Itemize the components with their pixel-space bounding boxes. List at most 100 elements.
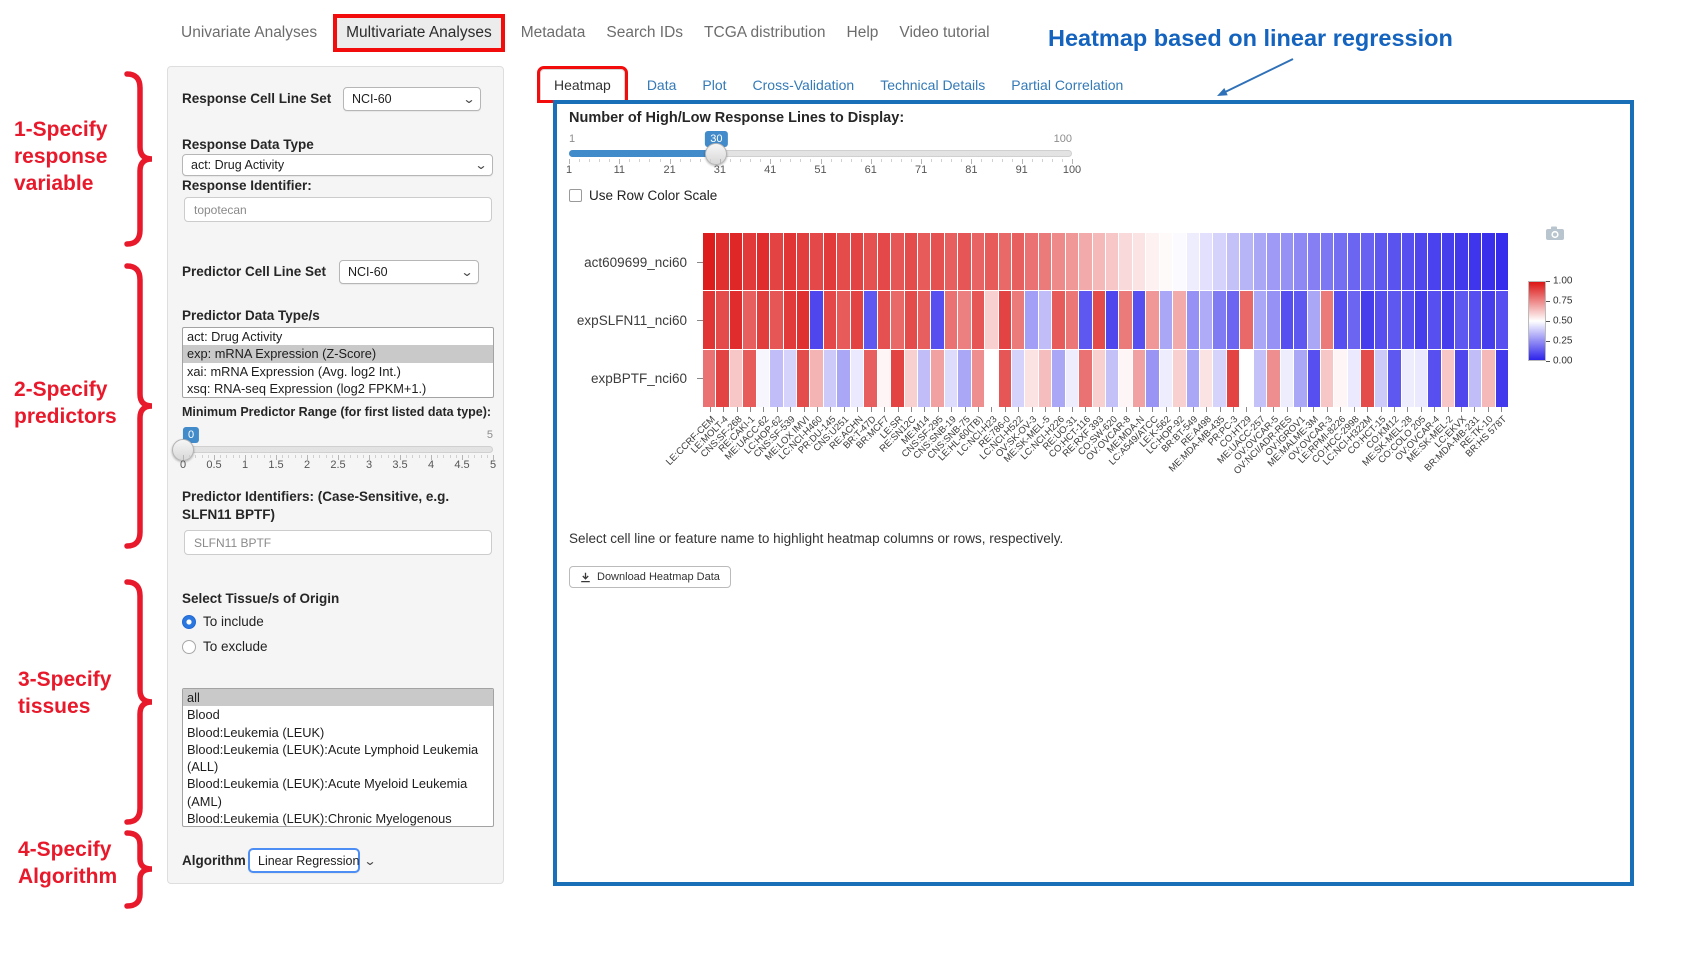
heatmap-cell[interactable]: [1441, 291, 1455, 349]
heatmap-cell[interactable]: [1495, 233, 1508, 291]
heatmap-cell[interactable]: [877, 291, 891, 349]
heatmap-cell[interactable]: [958, 349, 971, 407]
heatmap-cell[interactable]: [1226, 233, 1240, 291]
algorithm-select[interactable]: Linear Regression ⌄: [248, 848, 377, 873]
heatmap-cell[interactable]: [1106, 233, 1119, 291]
heatmap-cell[interactable]: [1011, 349, 1025, 407]
heatmap-cell[interactable]: [1441, 233, 1455, 291]
heatmap-cell[interactable]: [1173, 349, 1186, 407]
heatmap-cell[interactable]: [797, 233, 810, 291]
heatmap-cell[interactable]: [1213, 233, 1226, 291]
nav-item-video-tutorial[interactable]: Video tutorial: [899, 24, 990, 41]
download-heatmap-data-button[interactable]: Download Heatmap Data: [569, 566, 731, 588]
heatmap-cell[interactable]: [810, 349, 823, 407]
heatmap-cell[interactable]: [1200, 349, 1213, 407]
tissue-include-radio[interactable]: To include: [182, 614, 264, 629]
heatmap-cell[interactable]: [1146, 291, 1159, 349]
heatmap-cell[interactable]: [904, 349, 917, 407]
tissue-option[interactable]: Blood:Leukemia (LEUK):Acute Lymphoid Leu…: [187, 741, 479, 775]
heatmap-cell[interactable]: [729, 291, 743, 349]
heatmap-cell[interactable]: [1468, 349, 1482, 407]
heatmap-cell[interactable]: [837, 233, 850, 291]
heatmap-cell[interactable]: [1482, 233, 1495, 291]
heatmap-cell[interactable]: [823, 291, 837, 349]
predictor-data-type-option[interactable]: exp: mRNA Expression (Z-Score): [183, 345, 493, 363]
heatmap-cell[interactable]: [1011, 291, 1025, 349]
heatmap-cell[interactable]: [1267, 291, 1280, 349]
tissue-option[interactable]: Blood: [187, 707, 220, 723]
predictor-data-types-listbox[interactable]: act: Drug Activity exp: mRNA Expression (…: [182, 327, 494, 398]
heatmap-cell[interactable]: [877, 233, 891, 291]
heatmap-cell[interactable]: [1468, 233, 1482, 291]
heatmap-cell[interactable]: [756, 233, 770, 291]
heatmap-cell[interactable]: [864, 233, 877, 291]
heatmap-cell[interactable]: [998, 233, 1011, 291]
heatmap-cell[interactable]: [944, 233, 958, 291]
heatmap-cell[interactable]: [1025, 291, 1038, 349]
heatmap-cell[interactable]: [1320, 291, 1334, 349]
tab-partial-correlation[interactable]: Partial Correlation: [1011, 77, 1124, 93]
heatmap-cell[interactable]: [1106, 291, 1119, 349]
heatmap-row-label[interactable]: expSLFN11_nci60: [576, 312, 687, 328]
tissue-option[interactable]: Blood:Leukemia (LEUK):Acute Myeloid Leuk…: [187, 776, 468, 809]
heatmap-cell[interactable]: [1146, 233, 1159, 291]
tissue-option[interactable]: all: [183, 689, 493, 707]
heatmap-cell[interactable]: [1334, 349, 1347, 407]
heatmap-cell[interactable]: [1455, 349, 1468, 407]
heatmap-cell[interactable]: [810, 233, 823, 291]
heatmap-cell[interactable]: [1200, 291, 1213, 349]
slider-handle[interactable]: [705, 143, 728, 165]
heatmap-cell[interactable]: [944, 291, 958, 349]
heatmap-cell[interactable]: [1388, 349, 1401, 407]
heatmap-cell[interactable]: [837, 349, 850, 407]
heatmap-cell[interactable]: [944, 349, 958, 407]
heatmap-cell[interactable]: [1280, 349, 1294, 407]
heatmap-cell[interactable]: [716, 233, 729, 291]
heatmap-cell[interactable]: [971, 349, 985, 407]
heatmap-cell[interactable]: [1240, 291, 1253, 349]
heatmap-cell[interactable]: [1132, 349, 1146, 407]
camera-snapshot-icon[interactable]: [1545, 225, 1565, 241]
heatmap-cell[interactable]: [1482, 291, 1495, 349]
heatmap-cell[interactable]: [985, 291, 998, 349]
heatmap-cell[interactable]: [1361, 349, 1374, 407]
heatmap-cell[interactable]: [1347, 291, 1361, 349]
heatmap-cell[interactable]: [1025, 233, 1038, 291]
heatmap-cell[interactable]: [1119, 291, 1132, 349]
heatmap-cell[interactable]: [716, 291, 729, 349]
heatmap-cell[interactable]: [716, 349, 729, 407]
heatmap-cell[interactable]: [1468, 291, 1482, 349]
heatmap-cell[interactable]: [1495, 349, 1508, 407]
heatmap-cell[interactable]: [1065, 349, 1079, 407]
heatmap-cell[interactable]: [1267, 233, 1280, 291]
tissue-option[interactable]: Blood:Leukemia (LEUK): [187, 724, 325, 740]
heatmap-cell[interactable]: [756, 349, 770, 407]
heatmap-cell[interactable]: [971, 233, 985, 291]
heatmap-cell[interactable]: [1388, 291, 1401, 349]
heatmap-cell[interactable]: [810, 291, 823, 349]
heatmap-cell[interactable]: [1240, 349, 1253, 407]
predictor-cell-line-set-select[interactable]: NCI-60 ⌄: [339, 260, 479, 284]
heatmap-cell[interactable]: [837, 291, 850, 349]
heatmap-cell[interactable]: [1361, 233, 1374, 291]
heatmap-cell[interactable]: [703, 349, 716, 407]
heatmap-cell[interactable]: [1307, 349, 1320, 407]
heatmap-cell[interactable]: [1226, 349, 1240, 407]
heatmap-cell[interactable]: [1038, 349, 1052, 407]
heatmap-cell[interactable]: [1132, 291, 1146, 349]
heatmap-cell[interactable]: [783, 291, 797, 349]
tab-technical-details[interactable]: Technical Details: [880, 77, 986, 93]
nav-item-help[interactable]: Help: [846, 24, 879, 41]
heatmap-cell[interactable]: [1159, 291, 1173, 349]
heatmap-cell[interactable]: [958, 233, 971, 291]
heatmap-cell[interactable]: [1200, 233, 1213, 291]
heatmap-cell[interactable]: [1374, 233, 1388, 291]
heatmap-cell[interactable]: [797, 291, 810, 349]
heatmap-cell[interactable]: [958, 291, 971, 349]
row-color-scale-checkbox[interactable]: Use Row Color Scale: [569, 188, 717, 203]
heatmap-cell[interactable]: [931, 291, 944, 349]
nav-item-metadata[interactable]: Metadata: [520, 24, 586, 41]
heatmap-cell[interactable]: [931, 233, 944, 291]
heatmap-cell[interactable]: [1294, 233, 1307, 291]
heatmap-cell[interactable]: [783, 349, 797, 407]
